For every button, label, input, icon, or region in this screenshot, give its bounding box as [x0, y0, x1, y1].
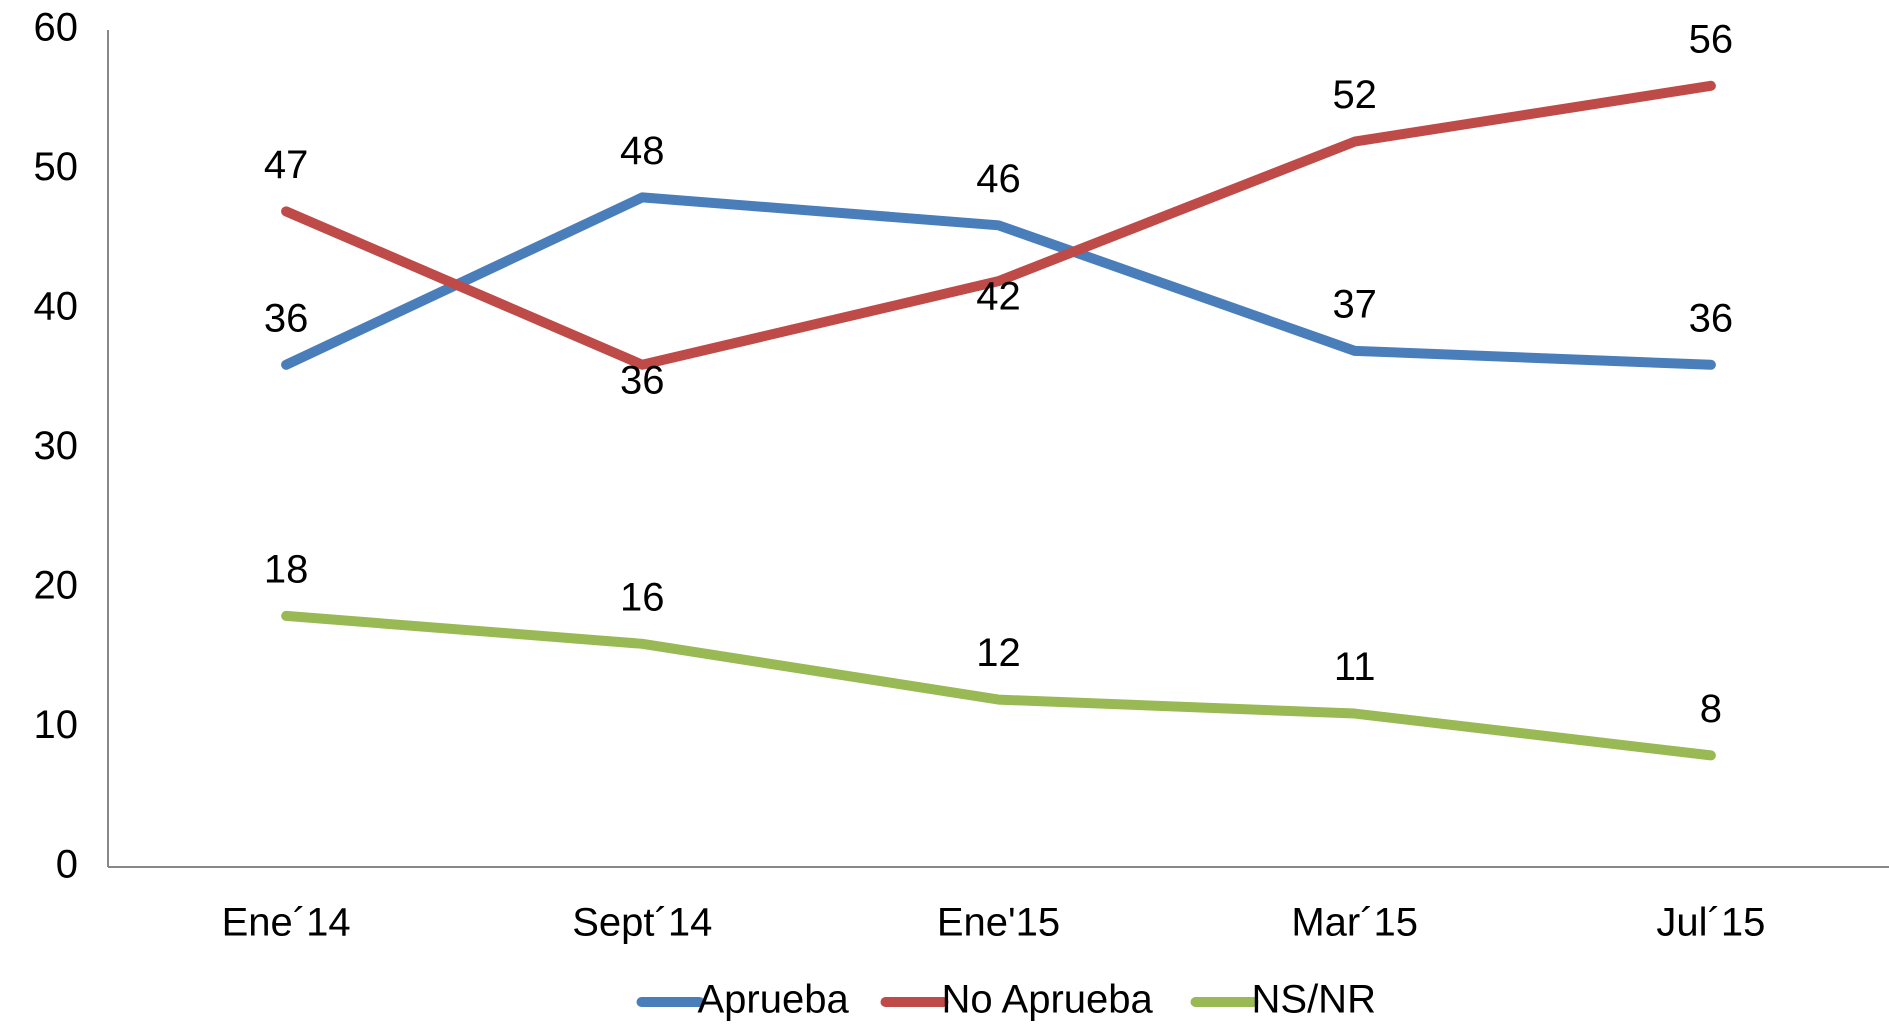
data-label: 42: [976, 275, 1021, 319]
x-tick-label: Mar´15: [1291, 901, 1418, 945]
chart: 0 10 20 30 40 50 60 Ene´14 Sept´14 Ene'15 Mar´15 Ju…: [0, 0, 1889, 1027]
y-tick-label: 0: [56, 843, 78, 887]
y-tick-label: 50: [34, 145, 79, 189]
data-label: 36: [1689, 296, 1734, 340]
y-tick-label: 20: [34, 564, 79, 608]
data-label: 12: [976, 631, 1021, 675]
data-label: 37: [1332, 282, 1377, 326]
data-label: 46: [976, 157, 1021, 201]
y-tick-label: 30: [34, 424, 79, 468]
x-tick-label: Ene'15: [937, 901, 1060, 945]
data-label: 36: [620, 358, 665, 402]
data-label: 52: [1332, 73, 1377, 117]
data-label: 16: [620, 575, 665, 619]
legend-label: NS/NR: [1252, 978, 1376, 1022]
x-tick-label: Ene´14: [222, 901, 351, 945]
data-label: 56: [1689, 17, 1734, 61]
data-label: 11: [1334, 645, 1376, 689]
data-label: 47: [264, 143, 309, 187]
y-tick-label: 60: [34, 6, 79, 50]
data-label: 18: [264, 547, 309, 591]
legend-label: Aprueba: [698, 978, 850, 1022]
x-tick-label: Jul´15: [1656, 901, 1765, 945]
legend-label: No Aprueba: [942, 978, 1154, 1022]
data-label: 36: [264, 296, 309, 340]
data-label: 48: [620, 129, 665, 173]
x-tick-label: Sept´14: [572, 901, 712, 945]
y-tick-label: 10: [34, 703, 79, 747]
data-label: 8: [1700, 687, 1722, 731]
y-tick-label: 40: [34, 285, 79, 329]
